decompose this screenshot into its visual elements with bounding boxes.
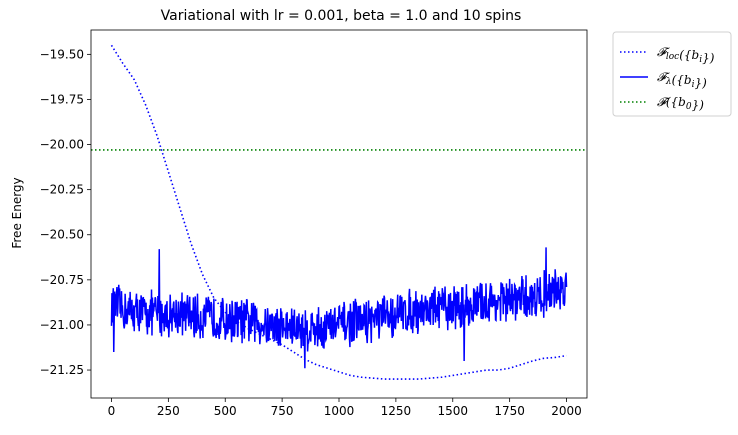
series-line-1 bbox=[110, 247, 568, 369]
x-tick-label: 500 bbox=[214, 404, 237, 418]
y-tick-label: −19.75 bbox=[40, 92, 84, 106]
x-tick-label: 2000 bbox=[551, 404, 582, 418]
plot-frame bbox=[90, 29, 588, 399]
y-tick-label: −20.00 bbox=[40, 138, 84, 152]
x-tick-label: 250 bbox=[157, 404, 180, 418]
x-tick-label: 750 bbox=[271, 404, 294, 418]
x-tick-label: 1750 bbox=[494, 404, 525, 418]
x-tick-label: 1000 bbox=[324, 404, 355, 418]
x-tick-label: 1500 bbox=[437, 404, 468, 418]
plot-area: 0 250 500 750 1000 1250 1500 1750 2000 −21.25 −21.… bbox=[40, 29, 588, 418]
legend-box bbox=[612, 31, 732, 117]
y-tick-label: −20.25 bbox=[40, 183, 84, 197]
y-tick-label: −21.25 bbox=[40, 363, 84, 377]
y-axis-label: Free Energy bbox=[10, 177, 24, 248]
y-tick-label: −20.75 bbox=[40, 273, 84, 287]
series-line-0 bbox=[110, 44, 567, 380]
y-tick-label: −19.50 bbox=[40, 47, 84, 61]
y-tick-label: −20.50 bbox=[40, 228, 84, 242]
x-tick-label: 1250 bbox=[381, 404, 412, 418]
legend: 𝓕loc({bi})𝓕λ({bi})𝓕({b0}) bbox=[612, 31, 732, 117]
legend-entry-label: 𝓕({b0}) bbox=[657, 95, 704, 112]
y-tick-label: −21.00 bbox=[40, 318, 84, 332]
x-tick-label: 0 bbox=[108, 404, 116, 418]
chart-title: Variational with lr = 0.001, beta = 1.0 … bbox=[161, 8, 522, 24]
